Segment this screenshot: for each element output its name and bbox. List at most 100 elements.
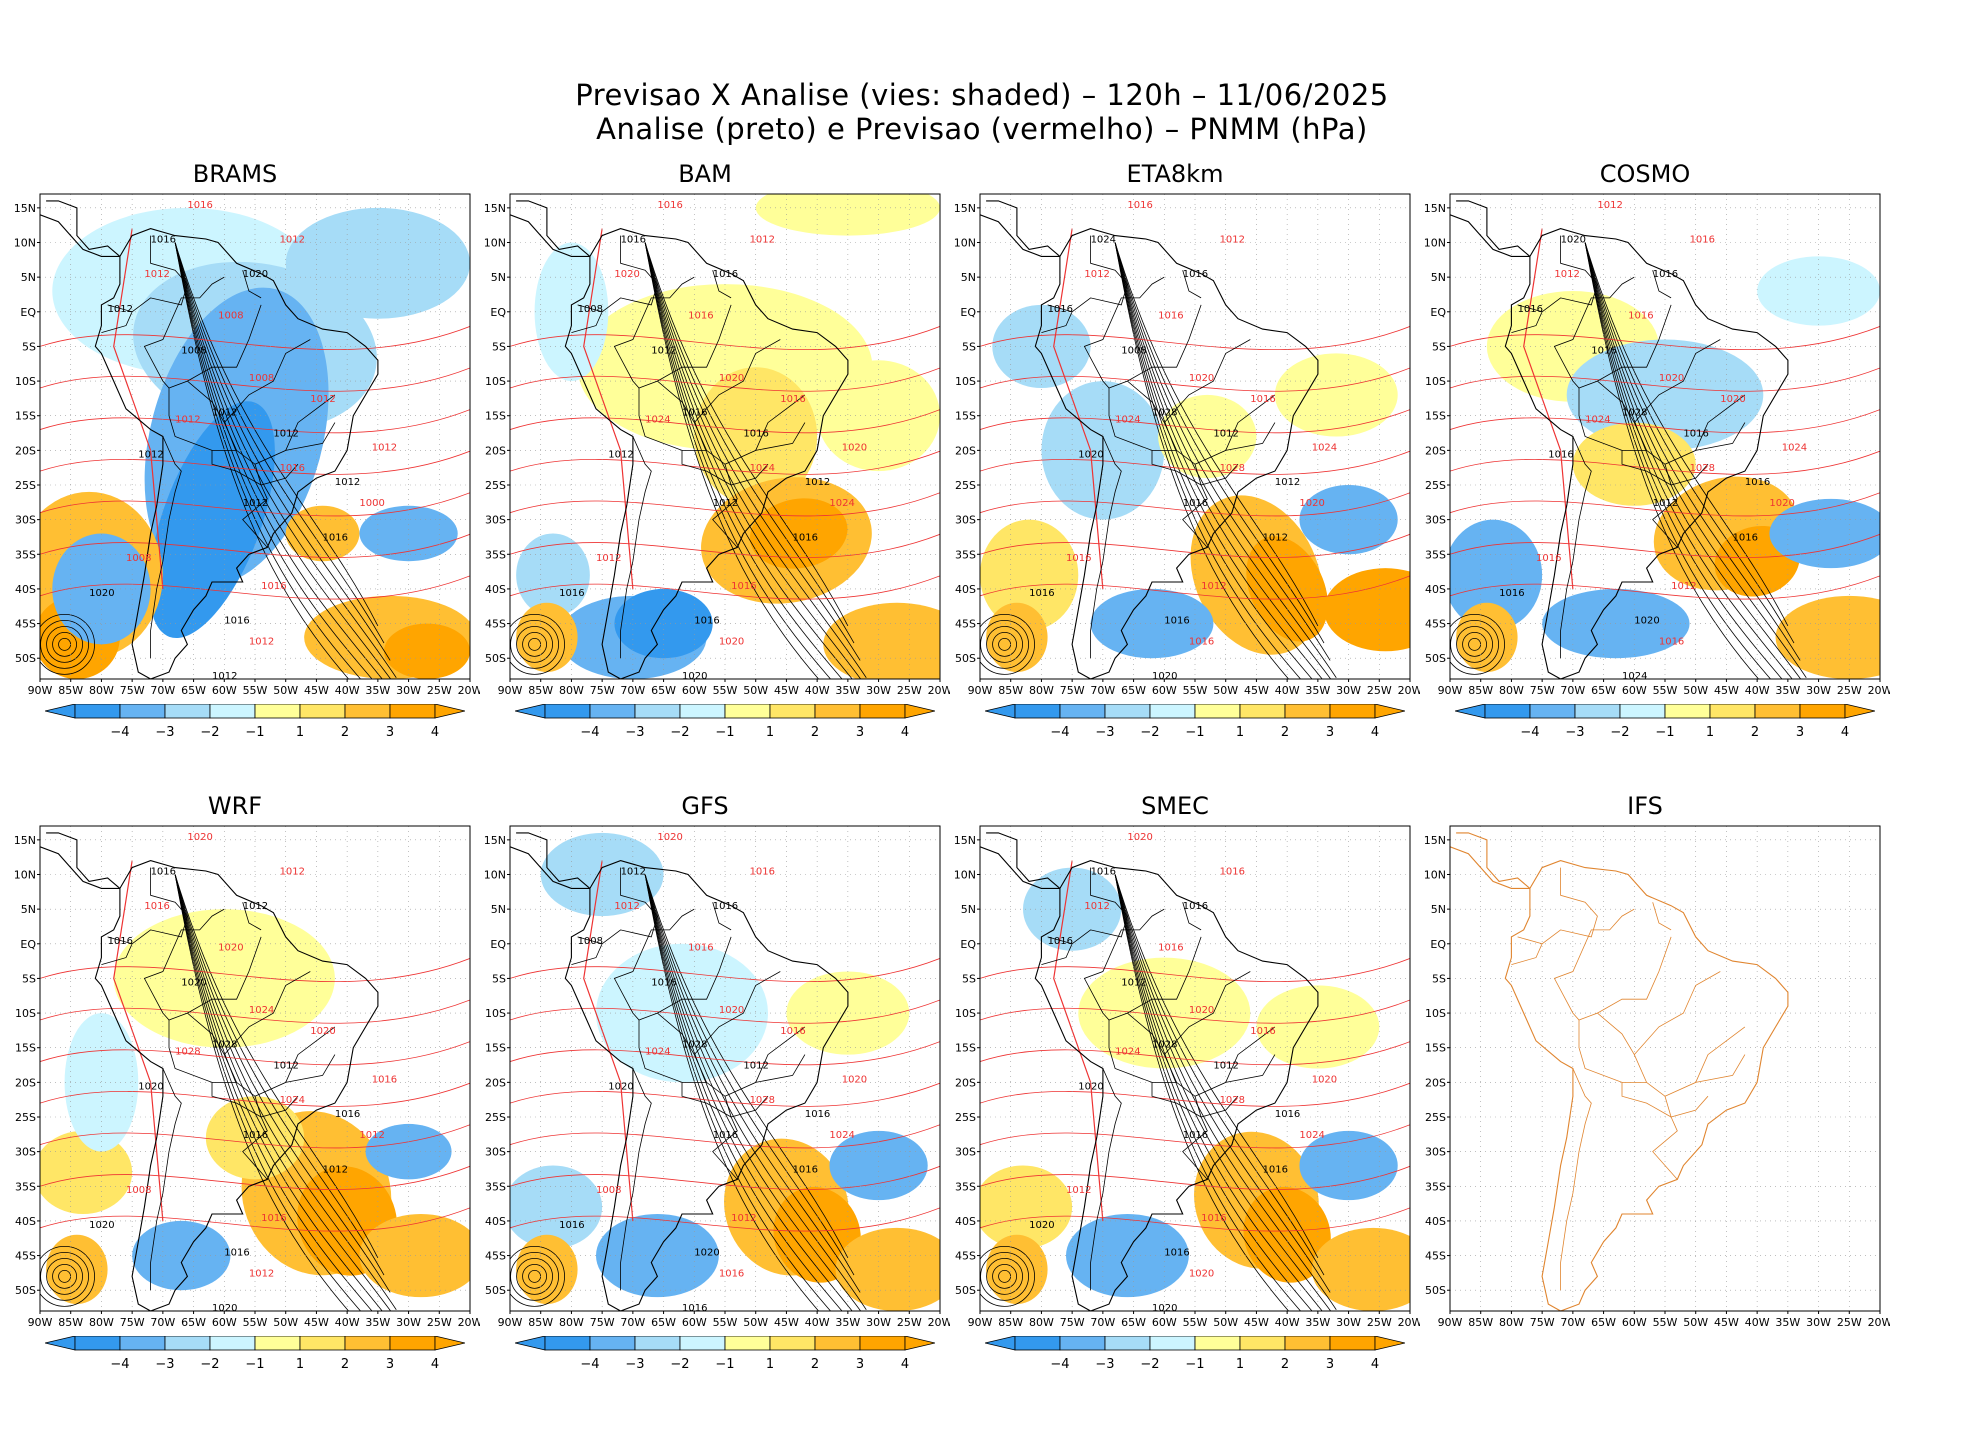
analysis-isobar-label: 1012 xyxy=(608,449,633,460)
forecast-isobar-label: 1024 xyxy=(1782,442,1807,453)
colorbar: −4 −3 −2 −1 1 2 3 4 xyxy=(515,1336,935,1372)
lat-tick-label: 50S xyxy=(485,652,506,665)
lon-tick-label: 90W xyxy=(968,1316,993,1329)
panel-gfs: GFS 1020 1016 1012 1016 1020 1024 1016 1028 1020 1… xyxy=(470,792,950,1392)
bias-area xyxy=(1757,256,1880,326)
colorbar-label: 4 xyxy=(1841,725,1849,740)
forecast-isobar-label: 1028 xyxy=(1690,463,1715,474)
forecast-isobar-label: 1024 xyxy=(645,415,670,426)
bias-area xyxy=(359,505,458,562)
analysis-isobar-label: 1008 xyxy=(578,936,603,947)
analysis-isobar-label: 1012 xyxy=(1653,498,1678,509)
forecast-isobar-label: 1016 xyxy=(688,311,713,322)
forecast-isobar-label: 1016 xyxy=(731,581,756,592)
forecast-isobar-label: 1016 xyxy=(750,867,775,878)
lon-tick-label: 20W xyxy=(1868,684,1890,697)
lon-tick-label: 50W xyxy=(1213,684,1238,697)
lon-tick-label: 50W xyxy=(743,1316,768,1329)
analysis-isobar-label: 1012 xyxy=(273,1061,298,1072)
colorbar-label: 1 xyxy=(766,1357,774,1372)
lon-tick-label: 60W xyxy=(1152,684,1177,697)
panel-title: IFS xyxy=(1627,792,1663,820)
lat-tick-label: 50S xyxy=(1425,1284,1446,1297)
lat-tick-label: 35S xyxy=(15,548,36,561)
colorbar-label: 1 xyxy=(1236,725,1244,740)
lon-tick-label: 30W xyxy=(1336,1316,1361,1329)
analysis-isobar-label: 1016 xyxy=(1091,867,1116,878)
lat-tick-label: 5S xyxy=(1432,340,1446,353)
forecast-isobar-label: 1020 xyxy=(1659,373,1684,384)
bias-area xyxy=(829,1130,928,1201)
analysis-isobar-label: 1020 xyxy=(138,1081,163,1092)
forecast-isobar-label: 1012 xyxy=(1201,581,1226,592)
lon-tick-label: 45W xyxy=(774,1316,799,1329)
colorbar-label: −1 xyxy=(715,725,734,740)
lat-tick-label: 40S xyxy=(955,583,976,596)
lon-tick-label: 40W xyxy=(805,1316,830,1329)
lon-tick-label: 70W xyxy=(1090,684,1115,697)
lat-tick-label: 50S xyxy=(15,652,36,665)
analysis-isobar-label: 1016 xyxy=(335,1109,360,1120)
colorbar: −4 −3 −2 −1 1 2 3 4 xyxy=(45,704,465,740)
lon-tick-label: 75W xyxy=(590,1316,615,1329)
forecast-isobar-label: 1024 xyxy=(1115,415,1140,426)
lat-tick-label: 35S xyxy=(1425,548,1446,561)
colorbar-label: 1 xyxy=(766,725,774,740)
analysis-isobar-label: 1012 xyxy=(713,498,738,509)
analysis-isobar-label: 1016 xyxy=(682,1303,707,1314)
forecast-isobar-label: 1016 xyxy=(719,1268,744,1279)
analysis-isobar-label: 1020 xyxy=(608,1081,633,1092)
analysis-isobar-label: 1012 xyxy=(651,345,676,356)
analysis-isobar-label: 1020 xyxy=(1078,449,1103,460)
lon-tick-label: 90W xyxy=(968,684,993,697)
forecast-isobar-label: 1024 xyxy=(1312,442,1337,453)
lon-tick-label: 40W xyxy=(1745,1316,1770,1329)
lat-tick-label: 40S xyxy=(15,1215,36,1228)
lat-tick-label: 25S xyxy=(955,1111,976,1124)
forecast-isobar-label: 1024 xyxy=(645,1047,670,1058)
analysis-isobar-label: 1016 xyxy=(743,429,768,440)
bias-area xyxy=(64,1013,139,1152)
lat-tick-label: 20S xyxy=(1425,444,1446,457)
lat-tick-label: 35S xyxy=(485,1180,506,1193)
analysis-isobar-label: 1020 xyxy=(1634,616,1659,627)
bias-area xyxy=(986,1234,1048,1305)
panel-bam: BAM 1016 1012 1020 1016 1020 1024 1016 1024 1020 1… xyxy=(470,160,950,760)
forecast-isobar-label: 1020 xyxy=(1312,1074,1337,1085)
analysis-isobar-label: 1012 xyxy=(323,1164,348,1175)
lat-tick-label: 10S xyxy=(1425,1007,1446,1020)
lat-tick-label: 15S xyxy=(1425,1042,1446,1055)
lat-tick-label: 45S xyxy=(15,618,36,631)
lat-tick-label: 50S xyxy=(955,1284,976,1297)
analysis-isobar-label: 1012 xyxy=(138,449,163,460)
lon-tick-label: 65W xyxy=(651,684,676,697)
forecast-isobar-label: 1020 xyxy=(1189,1268,1214,1279)
lon-tick-label: 60W xyxy=(212,684,237,697)
lat-tick-label: 50S xyxy=(15,1284,36,1297)
colorbar-label: 4 xyxy=(1371,725,1379,740)
forecast-isobar-label: 1016 xyxy=(780,1026,805,1037)
lat-tick-label: 5S xyxy=(962,340,976,353)
forecast-isobar-label: 1016 xyxy=(261,1213,286,1224)
lon-tick-label: 20W xyxy=(458,684,480,697)
lon-tick-label: 35W xyxy=(1775,684,1800,697)
forecast-isobar-label: 1024 xyxy=(1299,1130,1324,1141)
lon-tick-label: 75W xyxy=(120,684,145,697)
lon-tick-label: 75W xyxy=(1060,684,1085,697)
lat-tick-label: 5S xyxy=(1432,972,1446,985)
lon-tick-label: 20W xyxy=(928,684,950,697)
bias-area xyxy=(149,401,275,639)
forecast-isobar-label: 1016 xyxy=(1158,943,1183,954)
forecast-isobar-label: 1024 xyxy=(750,463,775,474)
lat-tick-label: 15N xyxy=(14,834,36,847)
lon-tick-label: 50W xyxy=(273,684,298,697)
forecast-isobar-label: 1016 xyxy=(1250,394,1275,405)
lat-tick-label: 35S xyxy=(1425,1180,1446,1193)
forecast-isobar-label: 1016 xyxy=(780,394,805,405)
lon-tick-label: 85W xyxy=(58,1316,83,1329)
forecast-isobar-label: 1016 xyxy=(372,1074,397,1085)
lon-tick-label: 85W xyxy=(528,684,553,697)
analysis-isobar-label: 1024 xyxy=(1622,671,1647,682)
lat-tick-label: 10N xyxy=(14,237,36,250)
lat-tick-label: 40S xyxy=(15,583,36,596)
